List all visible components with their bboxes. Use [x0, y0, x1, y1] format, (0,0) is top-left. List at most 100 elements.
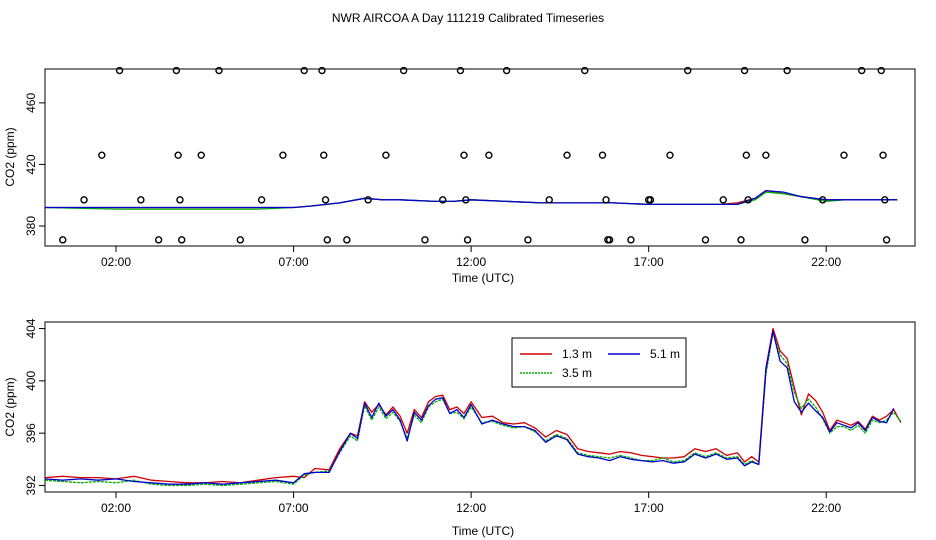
data-point — [460, 151, 468, 159]
bottom-y-axis-label: CO2 (ppm) — [3, 377, 17, 436]
x-tick-label: 07:00 — [279, 501, 309, 515]
data-point — [382, 151, 390, 159]
legend: 1.3 m 3.5 m 5.1 m — [511, 337, 687, 388]
top-chart-panel: 02:00 07:00 12:00 17:00 22:00 380 420 460 Time … — [3, 66, 916, 285]
data-point — [215, 66, 223, 75]
data-point — [524, 236, 532, 244]
legend-label-5-1m: 5.1 m — [650, 347, 680, 361]
data-point — [323, 236, 332, 244]
figure-title: NWR AIRCOA A Day 111219 Calibrated Times… — [332, 11, 604, 25]
data-point — [172, 66, 181, 75]
bottom-x-axis-label: Time (UTC) — [452, 524, 514, 538]
legend-box — [511, 337, 687, 388]
y-tick-label: 420 — [24, 154, 38, 174]
data-point — [80, 196, 88, 204]
data-point — [178, 236, 186, 244]
series-line-0 — [44, 327, 902, 484]
x-tick-label: 22:00 — [811, 501, 841, 515]
data-point — [801, 236, 809, 244]
data-point — [502, 66, 511, 75]
series-line-1 — [44, 331, 902, 487]
data-point — [197, 151, 205, 159]
data-point — [364, 196, 372, 204]
legend-label-1-3m: 1.3 m — [562, 347, 592, 361]
data-point — [98, 151, 106, 159]
y-tick-label: 396 — [24, 423, 38, 443]
data-point — [740, 66, 749, 75]
series-line-2 — [44, 330, 895, 485]
x-tick-label: 17:00 — [634, 501, 664, 515]
data-point — [439, 196, 447, 204]
top-points-group — [59, 66, 891, 244]
top-tick-group: 02:00 07:00 12:00 17:00 22:00 380 420 460 — [24, 93, 842, 269]
data-point — [858, 66, 866, 75]
data-point — [174, 151, 182, 159]
data-point — [719, 196, 727, 204]
data-point — [318, 66, 326, 75]
y-tick-label: 380 — [24, 216, 38, 236]
data-point — [115, 66, 124, 75]
x-tick-label: 22:00 — [811, 255, 841, 269]
x-tick-label: 02:00 — [101, 501, 131, 515]
data-point — [545, 196, 553, 204]
bottom-chart-panel: 02:00 07:00 12:00 17:00 22:00 392 396 400 404 Ti… — [3, 318, 916, 538]
x-tick-label: 12:00 — [456, 501, 486, 515]
series-line-1 — [44, 191, 898, 210]
series-line-0 — [45, 189, 898, 209]
top-plot-box — [44, 68, 916, 247]
data-point — [456, 66, 465, 75]
data-point — [701, 236, 710, 244]
y-tick-label: 404 — [24, 318, 38, 338]
data-point — [463, 236, 472, 244]
bottom-plot-box — [44, 321, 916, 493]
data-point — [783, 66, 791, 75]
top-y-axis-label: CO2 (ppm) — [3, 127, 17, 186]
y-tick-label: 400 — [24, 371, 38, 391]
data-point — [737, 236, 745, 244]
data-point — [176, 196, 184, 204]
data-point — [840, 151, 848, 159]
data-point — [882, 236, 891, 244]
data-point — [236, 236, 245, 244]
data-point — [485, 151, 493, 159]
data-point — [762, 151, 770, 159]
bottom-series-group — [44, 327, 902, 487]
y-tick-label: 460 — [24, 93, 38, 113]
data-point — [321, 196, 330, 204]
x-tick-label: 07:00 — [279, 255, 309, 269]
data-point — [666, 151, 674, 159]
data-point — [602, 196, 610, 204]
data-point — [343, 236, 351, 244]
data-point — [279, 151, 287, 159]
x-tick-label: 12:00 — [456, 255, 486, 269]
data-point — [300, 66, 308, 75]
data-point — [581, 66, 589, 75]
data-point — [877, 66, 885, 75]
top-series-group — [44, 189, 898, 210]
data-point — [879, 151, 887, 159]
top-x-axis-label: Time (UTC) — [452, 271, 514, 285]
data-point — [59, 236, 67, 244]
data-point — [421, 236, 429, 244]
data-point — [742, 151, 751, 159]
bottom-tick-group: 02:00 07:00 12:00 17:00 22:00 392 396 400 404 — [24, 318, 842, 515]
data-point — [598, 151, 607, 159]
data-point — [462, 196, 470, 204]
data-point — [257, 196, 266, 204]
data-point — [881, 196, 889, 204]
data-point — [320, 151, 328, 159]
y-tick-label: 392 — [24, 475, 38, 495]
data-point — [605, 236, 614, 244]
data-point — [684, 66, 692, 75]
data-point — [154, 236, 163, 244]
series-line-2 — [45, 189, 898, 209]
data-point — [818, 196, 827, 204]
data-point — [137, 196, 145, 204]
x-tick-label: 02:00 — [101, 255, 131, 269]
data-point — [646, 196, 655, 204]
data-point — [627, 236, 635, 244]
data-point — [563, 151, 571, 159]
data-point — [744, 196, 752, 204]
data-point — [399, 66, 408, 75]
